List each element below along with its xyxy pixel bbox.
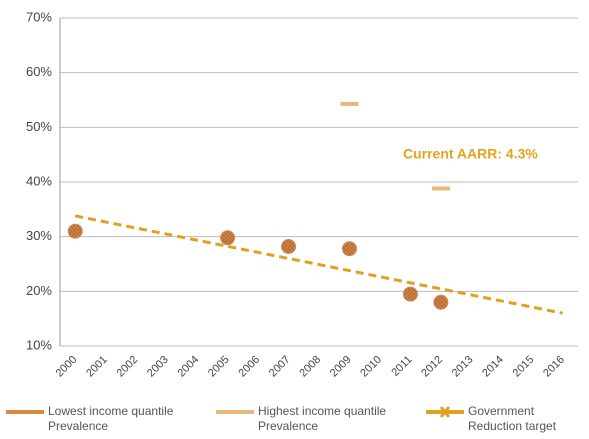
point	[433, 294, 449, 310]
x-tick-label: 2010	[358, 354, 384, 380]
x-tick-label: 2007	[267, 354, 293, 380]
trend-line	[74, 214, 564, 315]
x-tick-label: 2005	[206, 354, 232, 380]
x-tick-label: 2013	[450, 354, 476, 380]
legend-swatch	[216, 410, 254, 414]
point	[341, 241, 357, 257]
legend-swatch	[426, 406, 464, 418]
point	[281, 239, 297, 255]
legend-swatch	[6, 410, 44, 414]
x-tick-label: 2008	[297, 354, 323, 380]
x-tick-label: 2000	[54, 354, 80, 380]
y-tick-label: 70%	[26, 9, 52, 24]
x-tick-label: 2006	[236, 354, 262, 380]
x-tick-label: 2009	[328, 354, 354, 380]
point	[67, 223, 83, 239]
x-tick-label: 2016	[541, 354, 567, 380]
annotation: Current AARR: 4.3%	[403, 146, 538, 162]
y-tick-label: 60%	[26, 64, 52, 79]
point	[402, 286, 418, 302]
legend-label: Government Reduction target	[468, 404, 557, 433]
legend-item: Government Reduction target	[422, 404, 588, 434]
x-tick-label: 2003	[145, 354, 171, 380]
x-tick-label: 2001	[84, 354, 110, 380]
legend-item: Highest income quantile Prevalence	[212, 404, 408, 434]
x-tick-label: 2004	[175, 354, 201, 380]
x-tick-label: 2011	[389, 354, 414, 379]
y-tick-label: 10%	[26, 337, 52, 352]
legend-marker	[439, 406, 451, 418]
x-tick-label: 2015	[511, 354, 537, 380]
x-tick-label: 2014	[480, 354, 506, 380]
y-tick-label: 20%	[26, 283, 52, 298]
y-tick-label: 50%	[26, 119, 52, 134]
chart: Current AARR: 4.3% 10% 20% 30% 40% 50% 60% 70%…	[26, 9, 578, 380]
legend-label: Lowest income quantile Prevalence	[48, 404, 174, 433]
y-tick-label: 40%	[26, 173, 52, 188]
legend-label: Highest income quantile Prevalence	[258, 404, 387, 433]
point	[220, 230, 236, 246]
y-tick-label: 30%	[26, 228, 52, 243]
legend: Lowest income quantile Prevalence Highest…	[0, 404, 589, 434]
x-tick-label: 2002	[115, 354, 141, 380]
x-tick-label: 2012	[419, 354, 445, 380]
legend-item: Lowest income quantile Prevalence	[2, 404, 198, 434]
